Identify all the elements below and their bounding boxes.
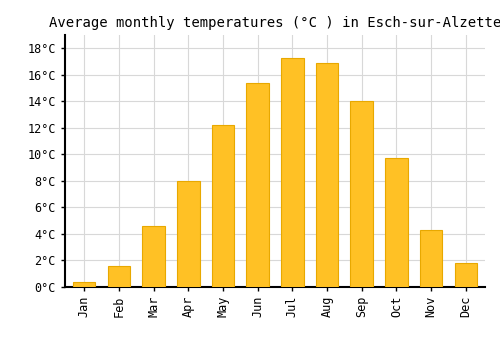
Bar <box>454 263 477 287</box>
Bar <box>281 57 303 287</box>
Bar <box>108 266 130 287</box>
Bar <box>350 101 373 287</box>
Bar <box>212 125 234 287</box>
Bar <box>142 226 165 287</box>
Bar <box>316 63 338 287</box>
Bar <box>73 282 96 287</box>
Bar <box>177 181 200 287</box>
Bar <box>385 158 408 287</box>
Bar <box>246 83 269 287</box>
Title: Average monthly temperatures (°C ) in Esch-sur-Alzette: Average monthly temperatures (°C ) in Es… <box>49 16 500 30</box>
Bar <box>420 230 442 287</box>
